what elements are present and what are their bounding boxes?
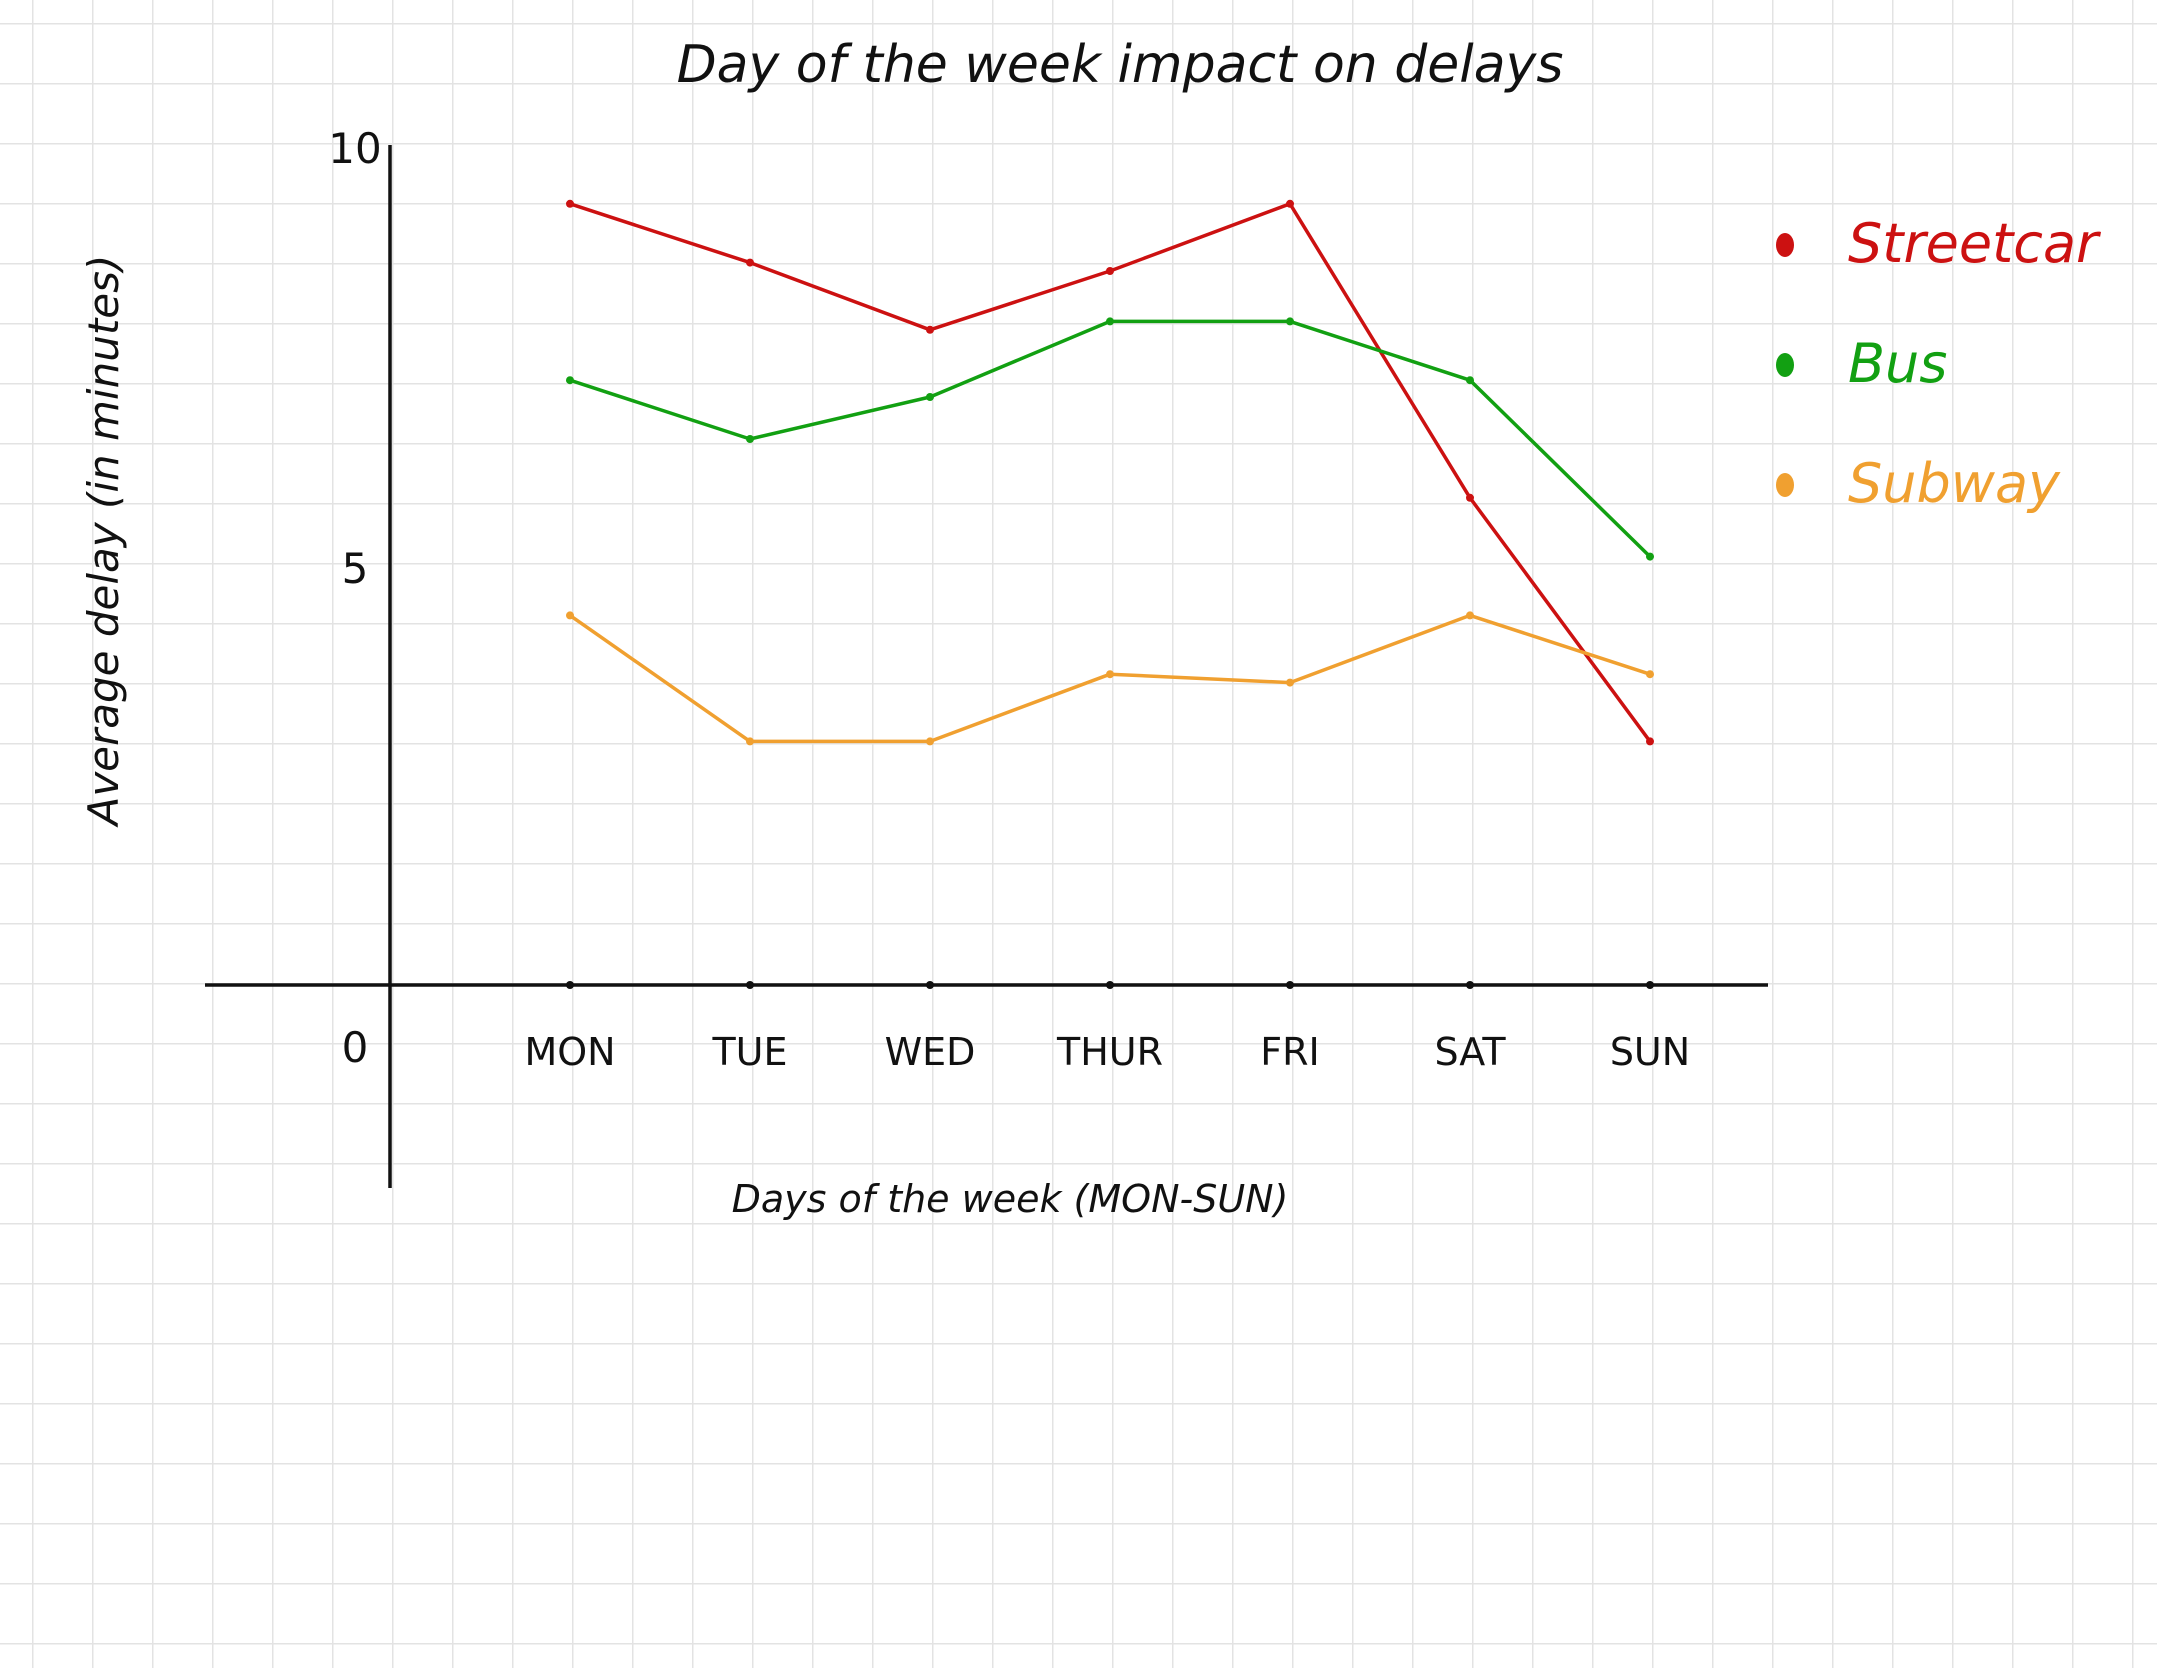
data-point-subway xyxy=(926,737,934,746)
x-tick-label: SAT xyxy=(1434,1030,1506,1074)
x-tick-label: SUN xyxy=(1610,1030,1690,1074)
data-point-bus xyxy=(1466,376,1474,385)
data-point-bus xyxy=(1646,552,1654,561)
data-point-subway xyxy=(1286,678,1294,687)
x-tick-label: TUE xyxy=(711,1030,787,1074)
y-tick-label: 5 xyxy=(342,544,369,593)
data-point-streetcar xyxy=(1646,737,1654,746)
x-tick-label: MON xyxy=(524,1030,615,1074)
data-point-streetcar xyxy=(926,325,934,334)
x-tick-label: THUR xyxy=(1056,1030,1163,1074)
legend-marker-subway xyxy=(1776,473,1794,497)
data-point-streetcar xyxy=(1286,199,1294,208)
chart-title: Day of the week impact on delays xyxy=(677,35,1564,95)
legend-marker-streetcar xyxy=(1776,233,1794,257)
legend-marker-bus xyxy=(1776,353,1794,377)
data-point-subway xyxy=(1646,670,1654,679)
data-point-bus xyxy=(926,393,934,401)
x-tick-mark xyxy=(926,981,934,989)
data-point-bus xyxy=(1106,317,1114,326)
data-point-streetcar xyxy=(746,258,754,267)
y-tick-label: 0 xyxy=(342,1023,369,1072)
data-point-streetcar xyxy=(1106,267,1114,275)
x-tick-mark xyxy=(1646,981,1654,989)
x-tick-mark xyxy=(566,981,574,989)
data-point-bus xyxy=(1286,317,1294,326)
legend-label-bus: Bus xyxy=(1848,332,1947,395)
data-point-streetcar xyxy=(1466,493,1474,502)
x-tick-label: WED xyxy=(885,1030,976,1074)
data-point-subway xyxy=(746,737,754,746)
x-tick-label: FRI xyxy=(1260,1030,1319,1074)
legend-label-streetcar: Streetcar xyxy=(1848,212,2101,275)
y-tick-label: 10 xyxy=(328,124,381,173)
series-line-streetcar xyxy=(568,202,1652,744)
x-tick-mark xyxy=(746,981,754,989)
x-tick-mark xyxy=(1106,981,1114,989)
data-point-streetcar xyxy=(566,199,574,208)
x-tick-mark xyxy=(1286,981,1294,989)
series-line-subway xyxy=(568,613,1652,744)
data-point-subway xyxy=(566,611,574,620)
data-point-subway xyxy=(1106,670,1114,679)
data-point-subway xyxy=(1466,611,1474,620)
x-axis-label: Days of the week (MON-SUN) xyxy=(732,1177,1289,1221)
y-axis-label: Average delay (in minutes) xyxy=(79,255,128,829)
data-point-bus xyxy=(566,376,574,385)
x-tick-mark xyxy=(1466,981,1474,989)
legend-label-subway: Subway xyxy=(1848,452,2061,515)
data-point-bus xyxy=(746,435,754,443)
